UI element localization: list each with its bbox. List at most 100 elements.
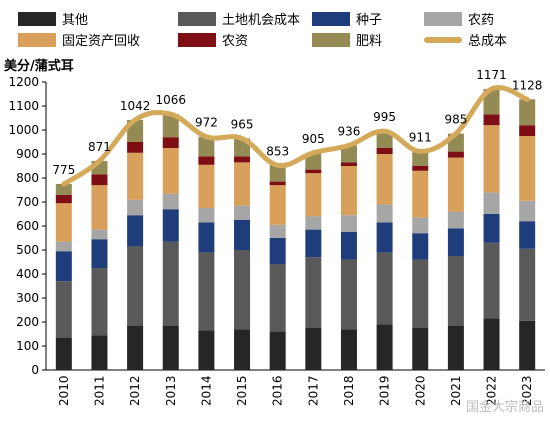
- legend-label-1: 土地机会成本: [222, 13, 300, 28]
- bar-segment-0: [376, 324, 393, 370]
- y-tick-label: 900: [16, 147, 39, 161]
- legend-label-3: 农药: [468, 13, 494, 28]
- total-cost-label: 965: [231, 117, 254, 131]
- bar-segment-5: [269, 181, 286, 186]
- bar-segment-2: [91, 239, 108, 268]
- legend-swatch-4: [18, 33, 56, 47]
- bar-segment-1: [412, 259, 429, 328]
- bar-segment-4: [412, 170, 429, 218]
- bar-segment-5: [447, 151, 464, 158]
- bar-segment-4: [483, 125, 500, 193]
- total-cost-label: 985: [444, 113, 467, 127]
- y-axis-label: 美分/蒲式耳: [4, 58, 74, 74]
- total-cost-label: 905: [302, 132, 325, 146]
- bar-segment-0: [198, 330, 215, 370]
- total-cost-label: 1128: [512, 78, 543, 92]
- bar-segment-0: [127, 325, 144, 370]
- x-tick-label: 2015: [235, 375, 249, 406]
- bar-segment-6: [519, 99, 536, 126]
- bar-segment-3: [412, 217, 429, 234]
- bar-segment-0: [55, 337, 72, 370]
- total-cost-label: 1042: [120, 99, 151, 113]
- bar-segment-2: [340, 232, 357, 260]
- total-cost-label: 911: [409, 130, 432, 144]
- bar-segment-1: [162, 241, 179, 326]
- bar-segment-4: [91, 185, 108, 230]
- bar-segment-1: [376, 252, 393, 325]
- total-cost-label: 1066: [155, 93, 186, 107]
- bar-segment-4: [447, 157, 464, 212]
- bar-segment-1: [305, 257, 322, 328]
- x-tick-label: 2022: [485, 375, 499, 406]
- bar-segment-4: [198, 164, 215, 208]
- bar-segment-2: [483, 214, 500, 243]
- bar-segment-4: [162, 148, 179, 194]
- total-cost-label: 853: [266, 144, 289, 158]
- bar-segment-1: [234, 250, 251, 330]
- bar-segment-5: [376, 148, 393, 154]
- bar-segment-1: [519, 248, 536, 321]
- x-tick-label: 2023: [520, 375, 534, 406]
- total-cost-label: 972: [195, 116, 218, 130]
- x-tick-label: 2021: [449, 375, 463, 406]
- bar-segment-6: [412, 151, 429, 166]
- bar-segment-4: [305, 173, 322, 217]
- y-tick-label: 1200: [8, 75, 39, 89]
- x-tick-label: 2012: [128, 375, 142, 406]
- legend-label-5: 农资: [222, 34, 248, 49]
- bar-segment-1: [91, 268, 108, 336]
- bar-segment-0: [162, 325, 179, 370]
- bar-segment-3: [305, 216, 322, 230]
- bar-segment-3: [234, 205, 251, 220]
- bar-segment-4: [127, 152, 144, 200]
- bar-segment-6: [269, 165, 286, 182]
- bar-segment-2: [447, 228, 464, 256]
- bar-segment-1: [127, 246, 144, 326]
- bar-segment-2: [269, 238, 286, 265]
- bar-segment-1: [447, 256, 464, 326]
- bar-segment-0: [447, 325, 464, 370]
- bar-segment-4: [376, 154, 393, 205]
- bar-segment-4: [519, 136, 536, 201]
- bar-segment-5: [234, 156, 251, 163]
- bar-segment-5: [519, 125, 536, 136]
- bar-segment-3: [519, 200, 536, 222]
- bar-segment-2: [55, 251, 72, 282]
- x-tick-label: 2010: [57, 375, 71, 406]
- y-tick-label: 100: [16, 339, 39, 353]
- bar-segment-2: [234, 220, 251, 250]
- bar-segment-5: [55, 194, 72, 204]
- bar-segment-2: [198, 222, 215, 253]
- bar-segment-3: [269, 224, 286, 238]
- bar-segment-3: [91, 229, 108, 240]
- bar-segment-5: [127, 142, 144, 153]
- y-tick-label: 800: [16, 171, 39, 185]
- x-tick-label: 2016: [271, 375, 285, 406]
- bar-segment-0: [91, 335, 108, 370]
- bar-segment-3: [340, 215, 357, 232]
- bar-segment-3: [162, 193, 179, 210]
- x-tick-label: 2011: [92, 375, 106, 406]
- bar-segment-6: [55, 184, 72, 195]
- bar-segment-6: [198, 136, 215, 157]
- bar-segment-5: [198, 156, 215, 165]
- legend-label-0: 其他: [62, 13, 88, 28]
- x-tick-label: 2017: [306, 375, 320, 406]
- y-tick-label: 400: [16, 267, 39, 281]
- bar-segment-5: [483, 114, 500, 126]
- bar-segment-0: [305, 328, 322, 370]
- x-tick-label: 2013: [164, 375, 178, 406]
- bar-segment-6: [340, 145, 357, 163]
- bar-segment-0: [483, 318, 500, 370]
- y-tick-label: 500: [16, 243, 39, 257]
- bar-segment-4: [269, 185, 286, 225]
- y-tick-label: 0: [31, 363, 39, 377]
- x-tick-label: 2019: [378, 375, 392, 406]
- bar-segment-0: [340, 329, 357, 370]
- bar-segment-2: [376, 222, 393, 253]
- total-cost-label: 936: [338, 124, 361, 138]
- bar-segment-4: [55, 203, 72, 242]
- legend-swatch-5: [178, 33, 216, 47]
